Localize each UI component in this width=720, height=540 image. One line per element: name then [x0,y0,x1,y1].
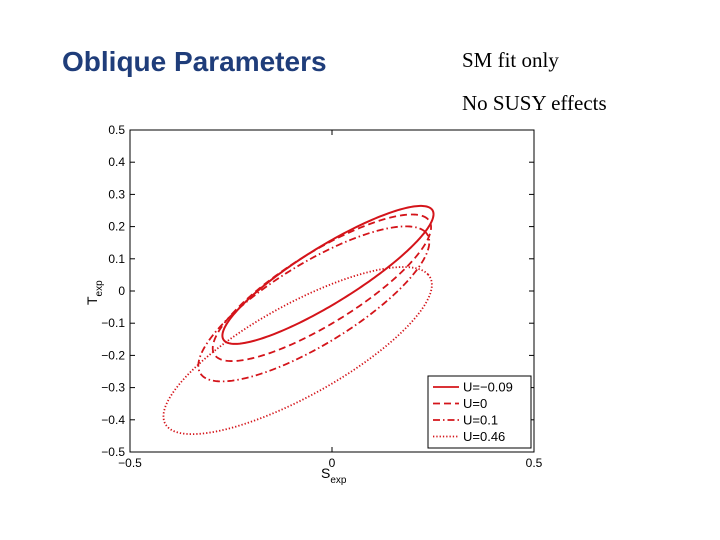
y-axis-label-subscript: exp [94,280,105,297]
series-4-ellipse [162,266,433,436]
note-sm-fit-only: SM fit only [462,48,559,72]
x-tick-label: −0.5 [118,456,142,470]
legend-label: U=0 [463,396,487,411]
y-axis-label: Texp [84,280,105,305]
y-tick-label: 0.5 [108,123,125,137]
legend-label: U=0.1 [463,413,498,428]
y-tick-label: −0.4 [101,413,125,427]
y-tick-label: −0.5 [101,445,125,459]
note-no-susy-effects: No SUSY effects [462,91,607,115]
series-1-ellipse [221,204,435,345]
y-tick-label: 0.3 [108,187,125,201]
legend-label: U=0.46 [463,429,505,444]
legend-box [427,375,532,449]
y-tick-label: −0.3 [101,381,125,395]
y-tick-label: −0.1 [101,316,125,330]
series-2-ellipse [211,213,432,362]
y-tick-label: 0.2 [108,220,125,234]
x-axis-label-subscript: exp [330,475,347,486]
y-tick-label: 0.4 [108,155,125,169]
y-tick-label: 0.1 [108,252,125,266]
x-tick-label: 0.5 [526,456,543,470]
y-tick-label: 0 [118,284,125,298]
legend-label: U=−0.09 [463,380,513,395]
slide-title: Oblique Parameters [62,46,327,77]
series-3-ellipse [197,225,431,383]
y-tick-label: −0.2 [101,348,125,362]
x-tick-label: 0 [329,456,336,470]
